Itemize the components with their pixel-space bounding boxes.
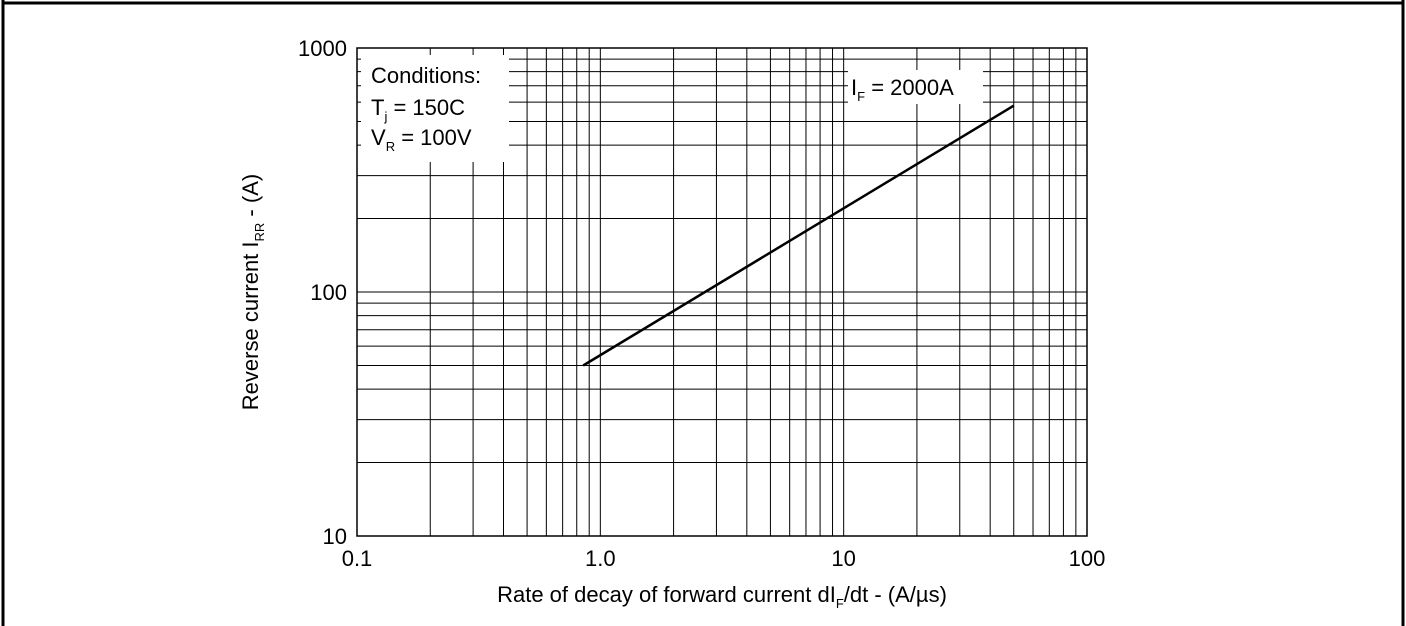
x-tick-label: 10 <box>831 546 855 571</box>
series-label-background <box>848 70 983 104</box>
conditions-vr-subscript: R <box>386 139 395 154</box>
series-label-symbol: I <box>851 75 857 100</box>
x-axis-title-before: Rate of decay of forward current dI <box>497 582 836 607</box>
conditions-background <box>361 55 509 162</box>
y-tick-label: 1000 <box>298 36 347 61</box>
x-tick-label: 1.0 <box>585 546 616 571</box>
series-layer <box>582 104 1015 367</box>
plot-border <box>356 47 1088 537</box>
y-tick-labels: 10 100 1000 <box>298 36 347 549</box>
series-line-if-2000a <box>582 104 1015 367</box>
conditions-vr: VR = 100V <box>371 125 472 154</box>
y-tick-label: 100 <box>310 280 347 305</box>
y-axis-title: Reverse current IRR - (A) <box>238 174 267 410</box>
y-axis-title-after: - (A) <box>238 174 263 223</box>
conditions-tj-value: = 150C <box>387 95 465 120</box>
conditions-tj-subscript: j <box>383 109 387 124</box>
series-label-if: IF = 2000A <box>851 75 954 104</box>
x-axis-title-subscript: F <box>836 596 844 611</box>
x-tick-label: 100 <box>1069 546 1106 571</box>
conditions-vr-value: = 100V <box>395 125 472 150</box>
conditions-tj-symbol: T <box>371 95 384 120</box>
conditions-vr-symbol: V <box>371 125 386 150</box>
series-label-value: = 2000A <box>865 75 954 100</box>
x-axis-title-after: /dt - (A/µs) <box>844 582 947 607</box>
y-axis-title-before: Reverse current I <box>238 241 263 410</box>
series-label-subscript: F <box>857 89 865 104</box>
x-tick-label: 0.1 <box>342 546 373 571</box>
conditions-title: Conditions: <box>371 63 481 88</box>
conditions-tj: Tj = 150C <box>371 95 465 124</box>
y-axis-title-subscript: RR <box>252 223 267 242</box>
x-axis-title: Rate of decay of forward current dIF/dt … <box>497 582 947 611</box>
x-tick-labels: 0.1 1.0 10 100 <box>342 546 1106 571</box>
y-tick-label: 10 <box>323 524 347 549</box>
